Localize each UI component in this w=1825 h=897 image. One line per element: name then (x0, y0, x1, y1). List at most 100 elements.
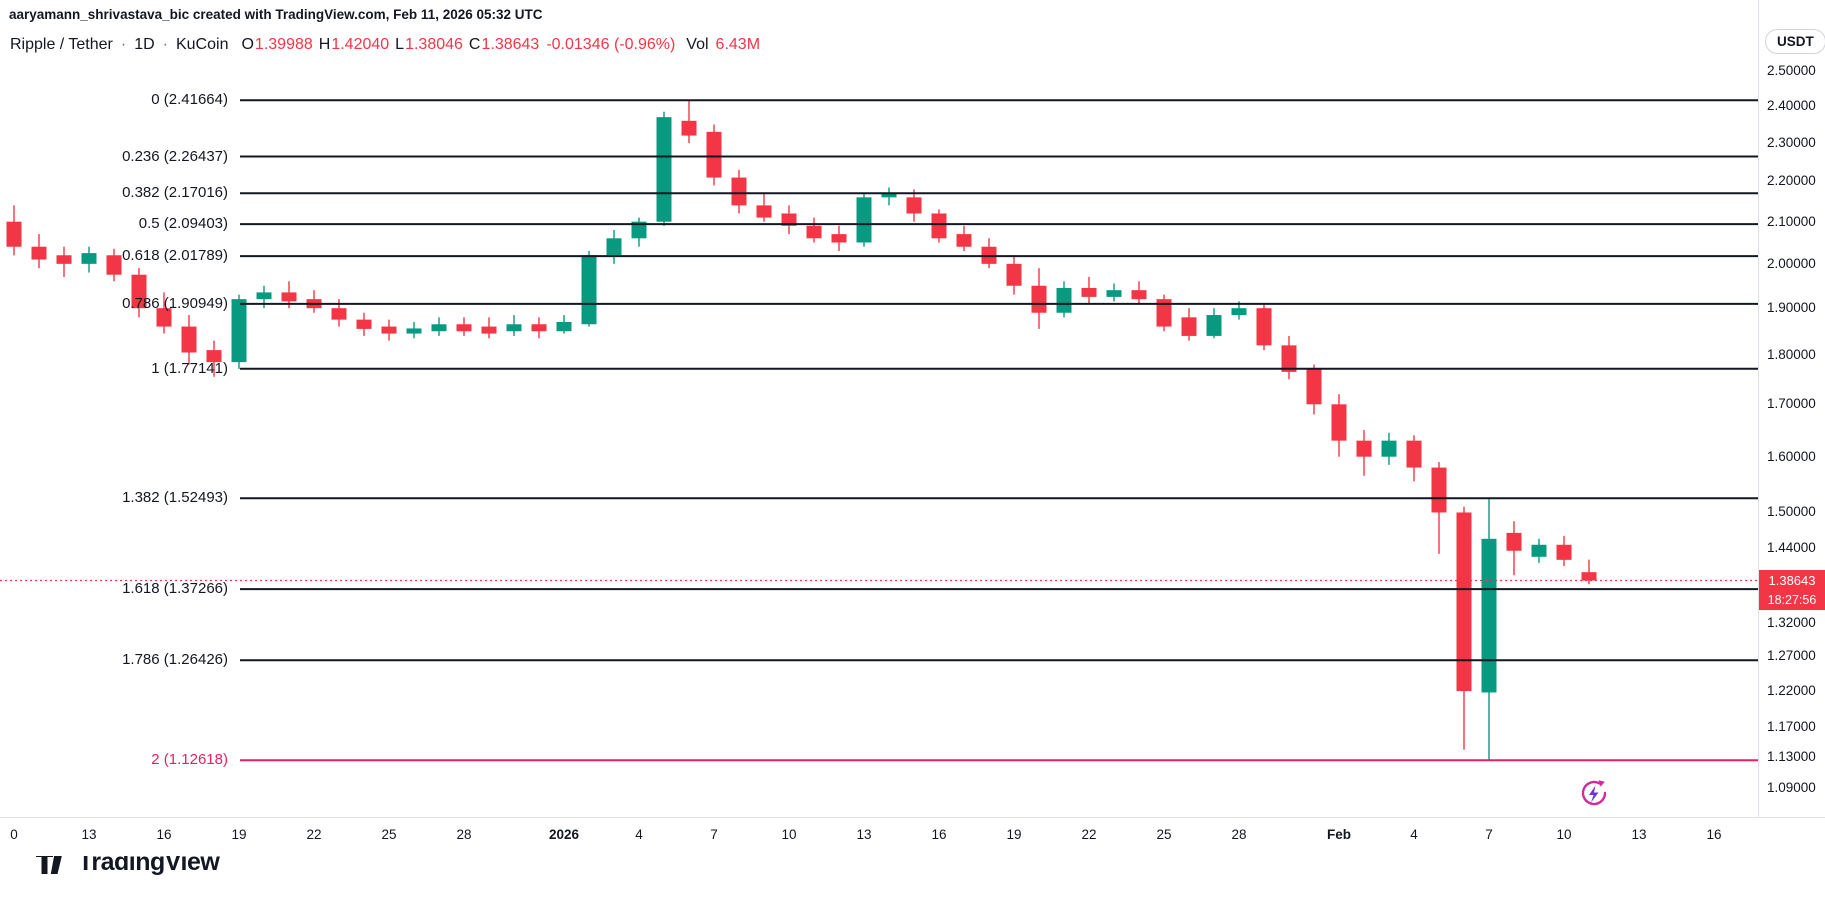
candle-body (1456, 512, 1472, 692)
candle-body (456, 324, 472, 332)
time-axis-label: 0 (10, 827, 18, 842)
price-axis-label: 2.10000 (1767, 213, 1816, 229)
time-axis-label: Feb (1326, 827, 1351, 842)
change-value: -0.01346 (-0.96%) (546, 36, 676, 53)
candle-body (1331, 404, 1347, 441)
time-axis-label: 2026 (548, 827, 580, 842)
candle-body (581, 255, 597, 325)
candle-body (1131, 290, 1147, 300)
candle-body (1431, 467, 1447, 513)
go-to-realtime-button[interactable] (1578, 777, 1610, 809)
ohlc-field-label: L (395, 36, 405, 53)
time-axis-label: 22 (1081, 827, 1097, 842)
time-axis-label: 7 (1485, 827, 1493, 842)
candle-body (406, 328, 422, 334)
price-axis-label: 2.40000 (1767, 98, 1816, 114)
lightning-circle-icon (1581, 780, 1607, 806)
candle-body (331, 308, 347, 320)
time-axis-label: 10 (781, 827, 797, 842)
separator-dot: · (162, 36, 168, 53)
ohlc-values: O1.39988 H1.42040 L1.38046 C1.38643 (235, 36, 539, 54)
candle-body (756, 205, 772, 218)
interval-label[interactable]: 1D (134, 36, 155, 53)
fib-level-label: 0 (2.41664) (151, 91, 228, 109)
candle-body (131, 274, 147, 309)
candle-body (1006, 263, 1022, 286)
candle-body (1581, 572, 1597, 581)
price-axis-label: 2.30000 (1767, 135, 1816, 151)
candle-body (1106, 290, 1122, 297)
fib-level-label: 1.786 (1.26426) (122, 651, 228, 669)
candle-body (856, 197, 872, 243)
time-axis-label: 10 (1556, 827, 1572, 842)
price-axis-label: 2.00000 (1767, 255, 1816, 271)
ohlc-field-value: 1.42040 (331, 36, 390, 53)
fib-level-label: 0.618 (2.01789) (122, 247, 228, 265)
time-axis-label: 13 (1631, 827, 1647, 842)
candle-body (1031, 285, 1047, 313)
ohlc-field-value: 1.38046 (405, 36, 463, 53)
price-axis-label: 1.44000 (1767, 539, 1816, 555)
price-axis-label: 1.32000 (1767, 614, 1816, 630)
price-axis-label: 2.20000 (1767, 173, 1816, 189)
candle-body (6, 221, 22, 247)
candle-body (56, 255, 72, 264)
time-axis-label: 4 (635, 827, 643, 842)
candle-body (631, 221, 647, 239)
tradingview-logo-icon (36, 851, 63, 874)
time-axis-label: 16 (931, 827, 947, 842)
candle-body (1356, 440, 1372, 457)
candle-body (81, 253, 97, 264)
candle-body (1256, 308, 1272, 346)
candle-body (731, 177, 747, 206)
price-axis-label: 1.70000 (1767, 396, 1816, 412)
candle-body (1281, 345, 1297, 372)
candle-body (531, 324, 547, 332)
price-axis-label: 1.09000 (1767, 780, 1816, 796)
fib-level-label: 0.786 (1.90949) (122, 294, 228, 312)
candle-body (1181, 317, 1197, 336)
candle-body (1506, 532, 1522, 551)
candle-body (1156, 299, 1172, 327)
candle-body (1231, 308, 1247, 316)
price-axis-label: 1.27000 (1767, 648, 1816, 664)
candle-body (431, 324, 447, 332)
time-axis-label: 28 (456, 827, 472, 842)
candle-body (1381, 440, 1397, 457)
time-axis-label: 7 (710, 827, 718, 842)
fib-level-label: 1.618 (1.37266) (122, 580, 228, 598)
separator-dot: · (120, 36, 127, 53)
currency-toggle-button[interactable]: USDT (1765, 29, 1825, 54)
candle-body (606, 238, 622, 256)
time-axis-label: 22 (306, 827, 322, 842)
candle-body (356, 319, 372, 329)
time-axis-label: 16 (156, 827, 172, 842)
candle-body (806, 225, 822, 239)
price-axis[interactable]: USDT 2.50000 2.40000 2.30000 2.20000 2.10000… (1758, 0, 1825, 817)
candle-body (281, 292, 297, 302)
candle-body (506, 324, 522, 332)
price-axis-label: 1.50000 (1767, 504, 1816, 520)
fib-level-label: 2 (1.12618) (151, 751, 228, 769)
candle-body (1531, 544, 1547, 557)
time-axis-label: 16 (1706, 827, 1722, 842)
volume-label: Vol (686, 36, 709, 53)
time-axis-label: 19 (1006, 827, 1022, 842)
fib-level-label: 0.382 (2.17016) (122, 184, 228, 202)
symbol-title[interactable]: Ripple / Tether (10, 36, 113, 53)
price-axis-label: 1.60000 (1767, 448, 1816, 464)
fib-level-label: 1 (1.77141) (151, 359, 228, 377)
candle-body (656, 117, 672, 222)
fib-level-label: 1.382 (1.52493) (122, 489, 228, 507)
candle-body (31, 246, 47, 260)
time-axis-label: 28 (1231, 827, 1247, 842)
candle-body (1406, 440, 1422, 468)
ohlc-field-value: 1.38643 (481, 36, 540, 53)
exchange-label[interactable]: KuCoin (175, 36, 229, 53)
candle-body (381, 326, 397, 334)
candle-body (206, 350, 222, 363)
time-axis[interactable]: 0 13 16 19 22 25 28 2026 4 7 10 13 16 19 22 25 28 Feb 4 7 10… (0, 817, 1825, 856)
candle-body (956, 234, 972, 247)
volume-value: 6.43M (715, 36, 761, 53)
